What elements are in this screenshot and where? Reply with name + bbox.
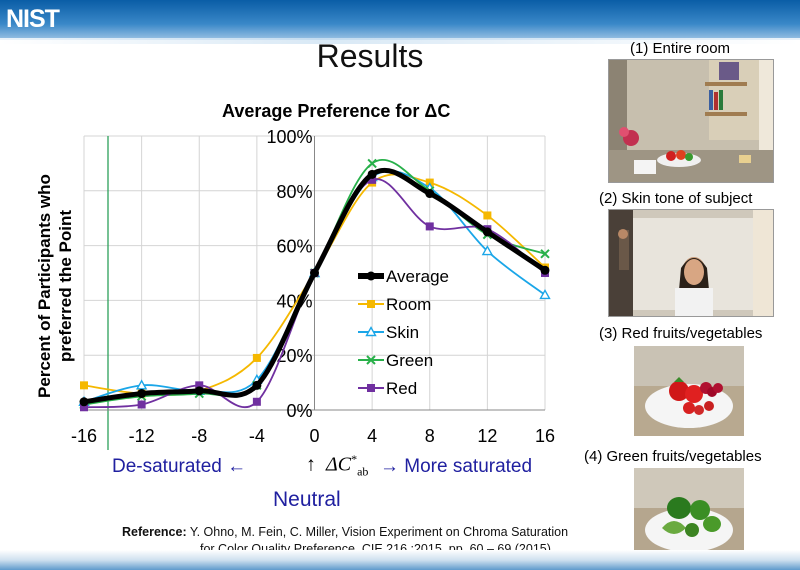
reference-line-1: Y. Ohno, M. Fein, C. Miller, Vision Expe… [189,525,569,539]
data-point-average [482,227,492,237]
data-point-green [540,249,550,259]
x-tick-label: -8 [191,426,207,446]
data-point-average [425,189,435,199]
data-point-skin [135,379,148,390]
y-tick-label: 60% [276,237,312,257]
x-tick-label: -16 [71,426,97,446]
header-bar: NIST [0,0,800,44]
legend-marker-red [367,384,375,392]
x-axis-label: ↑ ΔC*ab [306,452,368,480]
y-tick-label: 20% [276,346,312,366]
red-fruits-image [634,346,744,436]
photo-label-red-fruits: (3) Red fruits/vegetables [599,325,763,342]
data-point-room [252,353,261,362]
legend-label-room: Room [386,295,431,314]
legend-marker-room [367,300,375,308]
delta-sup: * [351,452,358,466]
x-tick-label: -12 [129,426,155,446]
data-point-red [137,400,146,409]
delta-c: ΔC [326,453,352,476]
x-tick-label: 8 [425,426,435,446]
skin-tone-photo [608,209,774,317]
slide-title: Results [316,38,424,74]
legend-marker-skin [365,326,377,337]
data-point-room [80,381,88,390]
green-fruits-image [634,468,744,560]
data-point-red [425,222,434,231]
legend-label-skin: Skin [386,323,419,342]
data-point-average [540,265,550,275]
legend-label-green: Green [386,351,433,370]
entire-room-image [609,60,773,182]
entire-room-photo [608,59,774,183]
reference-label: Reference: [122,525,187,539]
neutral-label: Neutral [273,488,341,511]
data-point-average [252,380,262,390]
y-tick-label: 100% [266,127,312,147]
x-tick-label: 4 [367,426,377,446]
data-point-average [194,386,204,396]
delta-sub: ab [357,464,369,479]
data-point-skin [481,245,494,256]
footer-bar [0,550,800,570]
data-point-room [483,211,492,220]
photo-label-entire-room: (1) Entire room [630,40,731,57]
desaturated-label: De-saturated ← [112,456,247,477]
data-point-green [367,158,377,169]
data-point-average [367,169,377,179]
data-point-average [310,268,319,278]
data-point-red [252,397,261,406]
legend-label-average: Average [386,267,449,286]
y-tick-label: 0% [286,401,312,421]
chart-title: Average Preference for ΔC [222,101,451,121]
skin-tone-image [609,210,773,316]
more-saturated-label: → More saturated [380,456,533,477]
red-fruits-photo [634,346,744,436]
legend-label-red: Red [386,379,417,398]
photo-label-skin-tone: (2) Skin tone of subject [599,190,753,207]
x-tick-label: 0 [309,426,319,446]
data-point-average [79,397,89,407]
green-fruits-photo [634,468,744,560]
legend-marker-average [366,271,376,281]
data-point-skin [539,288,551,300]
x-tick-label: 16 [535,426,555,446]
y-tick-label: 80% [276,182,312,202]
y-tick-label: 40% [276,291,312,311]
nist-logo: NIST [6,5,60,33]
up-arrow: ↑ [306,453,316,476]
x-tick-label: 12 [477,426,497,446]
x-tick-label: -4 [249,426,265,446]
photo-label-green-fruits: (4) Green fruits/vegetables [584,448,762,465]
data-point-average [137,389,147,399]
legend-marker-green [366,355,376,365]
